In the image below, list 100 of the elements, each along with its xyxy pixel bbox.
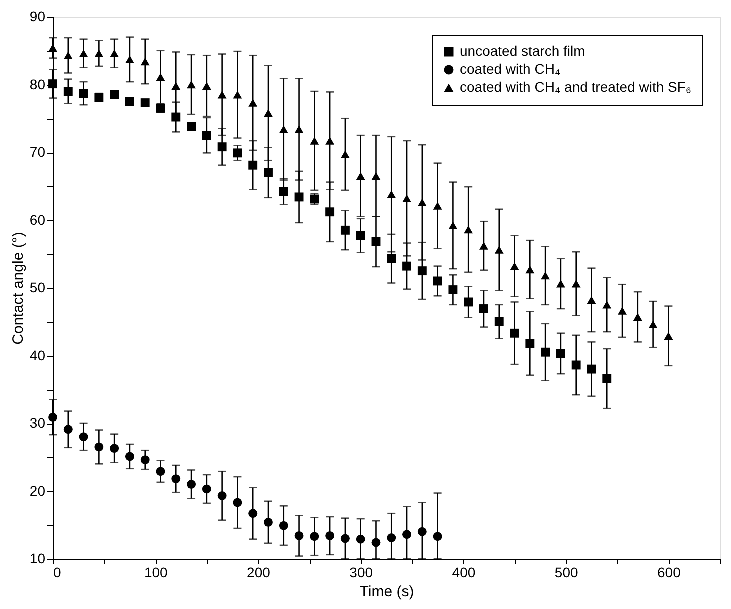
point <box>48 44 58 52</box>
point <box>326 208 335 217</box>
point <box>294 532 304 540</box>
point <box>633 313 642 322</box>
point <box>110 50 120 58</box>
point <box>372 172 381 180</box>
point <box>387 534 396 542</box>
point <box>510 328 520 338</box>
point <box>326 532 335 540</box>
point <box>187 480 196 489</box>
point <box>526 266 535 274</box>
point <box>48 412 58 422</box>
point <box>279 126 288 134</box>
point <box>372 237 381 246</box>
point <box>94 442 104 452</box>
legend-label: uncoated starch film <box>460 43 586 59</box>
point <box>264 168 273 178</box>
point <box>140 98 150 108</box>
x-axis-title: Time (s) <box>360 584 414 600</box>
point <box>541 272 550 280</box>
y-axis-title: Contact angle (°) <box>10 232 27 345</box>
point <box>494 246 504 254</box>
point <box>64 425 73 434</box>
point <box>340 150 350 158</box>
point <box>433 532 442 542</box>
point <box>356 172 366 180</box>
point <box>294 192 304 202</box>
point <box>664 332 674 340</box>
point <box>172 82 181 90</box>
point <box>279 187 288 196</box>
point <box>587 364 596 374</box>
point <box>264 109 273 118</box>
x-tick-label: 0 <box>54 564 62 580</box>
point <box>218 142 227 152</box>
point <box>326 137 335 145</box>
legend-label: coated with CH₄ <box>460 61 561 77</box>
point <box>418 527 427 536</box>
point <box>618 307 627 315</box>
point <box>448 286 458 295</box>
point <box>79 50 88 58</box>
point <box>110 90 120 100</box>
point <box>279 521 288 530</box>
point <box>156 73 166 82</box>
point <box>202 484 212 494</box>
point <box>187 80 196 89</box>
point <box>418 198 427 207</box>
point <box>556 349 566 358</box>
point <box>233 91 242 99</box>
point <box>402 194 412 202</box>
point <box>110 444 120 454</box>
point <box>648 320 658 328</box>
point <box>125 56 134 64</box>
point <box>310 532 320 542</box>
point <box>140 456 150 465</box>
point <box>340 226 350 235</box>
point <box>218 492 227 500</box>
point <box>187 122 196 132</box>
point <box>248 509 258 518</box>
point <box>233 148 242 158</box>
point <box>310 137 320 145</box>
point <box>602 301 612 309</box>
point <box>448 222 458 230</box>
point <box>433 202 442 210</box>
point <box>340 534 350 544</box>
y-tick-label: 50 <box>30 280 46 296</box>
point <box>587 296 596 304</box>
point <box>64 52 73 60</box>
y-tick-label: 90 <box>30 8 46 24</box>
y-tick-label: 40 <box>30 347 46 364</box>
point <box>464 226 474 234</box>
point <box>94 50 104 58</box>
point <box>464 298 474 307</box>
point <box>248 99 258 107</box>
point <box>79 432 88 442</box>
point <box>125 97 134 106</box>
y-tick-label: 20 <box>30 482 46 499</box>
point <box>541 348 550 357</box>
point <box>572 280 581 288</box>
point <box>202 131 212 140</box>
point <box>156 467 166 476</box>
point <box>556 280 566 288</box>
x-tick-label: 200 <box>247 564 271 580</box>
point <box>172 112 181 122</box>
point <box>494 317 504 326</box>
y-tick-label: 80 <box>30 76 46 92</box>
point <box>125 452 134 462</box>
y-tick-label: 10 <box>30 550 46 566</box>
point <box>418 266 427 276</box>
point <box>79 89 88 98</box>
point <box>402 530 412 540</box>
point <box>402 262 412 271</box>
point <box>480 304 488 314</box>
point <box>510 262 520 270</box>
x-tick-label: 300 <box>350 564 374 580</box>
point <box>387 254 396 264</box>
y-tick-label: 30 <box>30 415 46 431</box>
point <box>248 160 258 170</box>
y-tick-label: 70 <box>30 144 46 160</box>
point <box>172 474 181 484</box>
y-tick-label: 60 <box>30 212 46 228</box>
